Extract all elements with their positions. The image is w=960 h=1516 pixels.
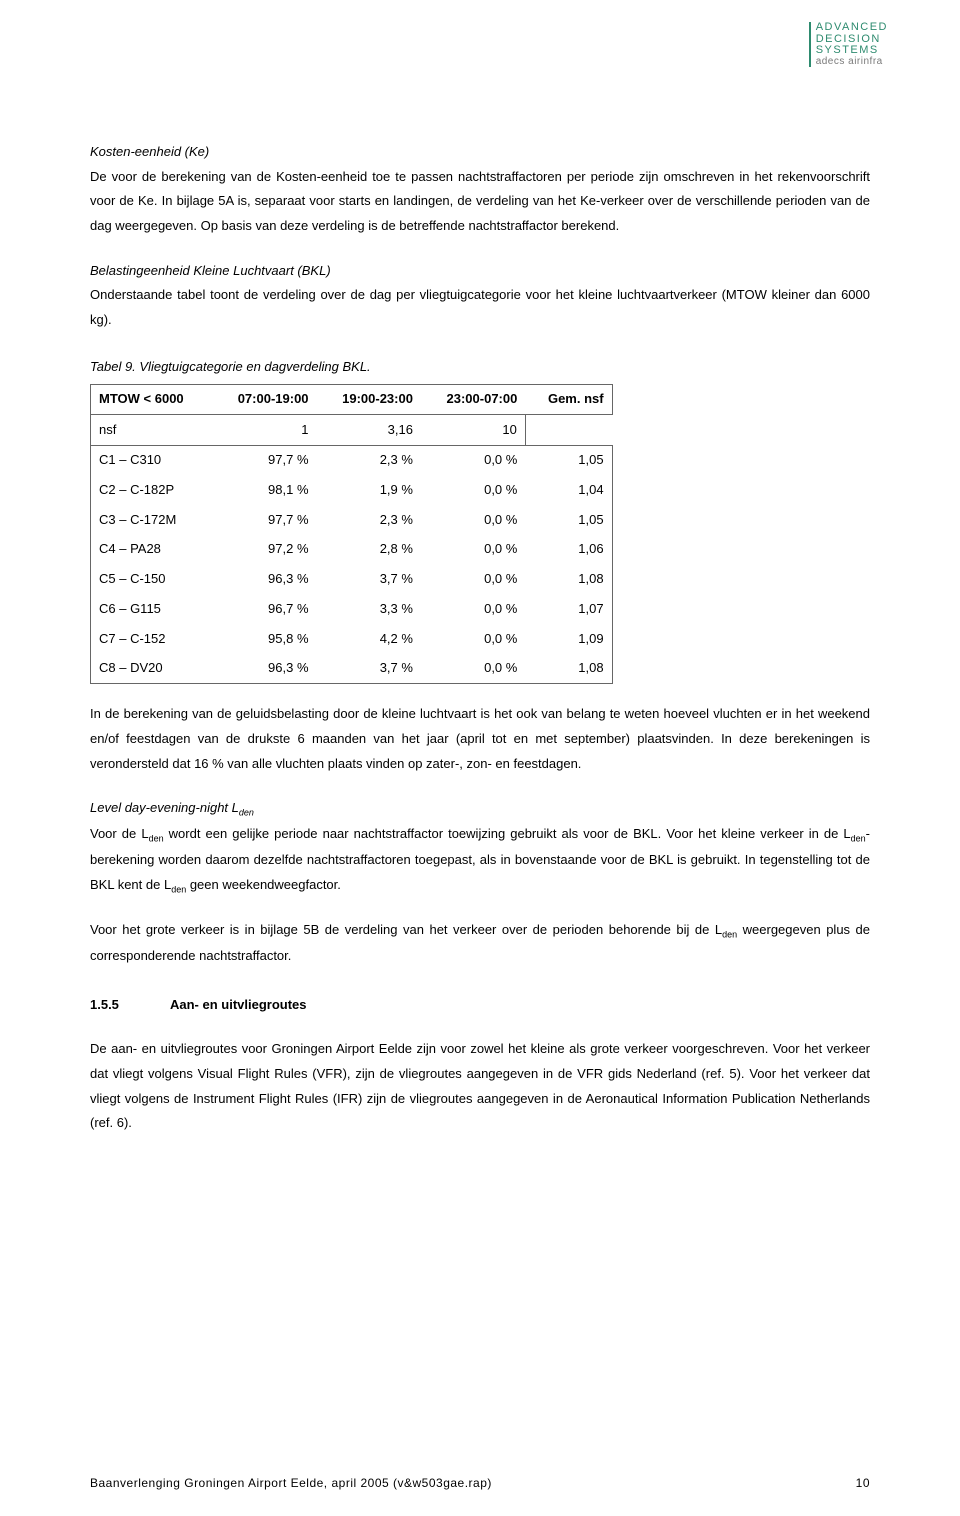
section-lden-para-2: Voor het grote verkeer is in bijlage 5B …	[90, 918, 870, 968]
document-body: Kosten-eenheid (Ke) De voor de berekenin…	[90, 140, 870, 1136]
table-row: C4 – PA2897,2 %2,8 %0,0 %1,06	[91, 535, 613, 565]
footer-left: Baanverlenging Groningen Airport Eelde, …	[90, 1476, 492, 1490]
post-table-para: In de berekening van de geluidsbelasting…	[90, 702, 870, 776]
table-row: C1 – C31097,7 %2,3 %0,0 %1,05	[91, 445, 613, 475]
cell: 1,05	[525, 445, 612, 475]
cell: 1,05	[525, 505, 612, 535]
cell: 1,06	[525, 535, 612, 565]
table-row: C2 – C-182P98,1 %1,9 %0,0 %1,04	[91, 476, 613, 506]
sub: den	[149, 834, 164, 844]
table-row: C6 – G11596,7 %3,3 %0,0 %1,07	[91, 594, 613, 624]
cell: 0,0 %	[421, 594, 525, 624]
cell: 96,7 %	[212, 594, 316, 624]
cell: C8 – DV20	[91, 654, 213, 684]
sub: den	[171, 884, 186, 894]
page-footer: Baanverlenging Groningen Airport Eelde, …	[90, 1476, 870, 1490]
logo-subtitle: adecs airinfra	[809, 57, 888, 68]
col-23-07: 23:00-07:00	[421, 384, 525, 415]
cell: 1,08	[525, 654, 612, 684]
cell: 0,0 %	[421, 535, 525, 565]
cell: 1,04	[525, 476, 612, 506]
sub: den	[722, 930, 737, 940]
cell: 96,3 %	[212, 654, 316, 684]
brand-logo: ADVANCED DECISION SYSTEMS adecs airinfra	[809, 22, 888, 67]
cell: 0,0 %	[421, 624, 525, 654]
cell: 97,7 %	[212, 505, 316, 535]
cell: 3,7 %	[317, 565, 421, 595]
section-155-heading: 1.5.5 Aan- en uitvliegroutes	[90, 993, 870, 1018]
nsf-2: 3,16	[317, 415, 421, 446]
cell: 97,7 %	[212, 445, 316, 475]
cell: 3,3 %	[317, 594, 421, 624]
sub: den	[851, 834, 866, 844]
logo-line-1: ADVANCED	[809, 22, 888, 34]
cell: 0,0 %	[421, 565, 525, 595]
section-bkl-title: Belastingeenheid Kleine Luchtvaart (BKL)	[90, 259, 870, 284]
section-number: 1.5.5	[90, 993, 170, 1018]
cell: 1,09	[525, 624, 612, 654]
cell: 1,08	[525, 565, 612, 595]
table-header-row: MTOW < 6000 07:00-19:00 19:00-23:00 23:0…	[91, 384, 613, 415]
cell: C4 – PA28	[91, 535, 213, 565]
cell: C5 – C-150	[91, 565, 213, 595]
t: Voor het grote verkeer is in bijlage 5B …	[90, 922, 722, 937]
cell: C1 – C310	[91, 445, 213, 475]
t: Voor de L	[90, 826, 149, 841]
lden-title-sub: den	[239, 808, 254, 818]
cell: 98,1 %	[212, 476, 316, 506]
section-155-para: De aan- en uitvliegroutes voor Groningen…	[90, 1037, 870, 1136]
table-row: C5 – C-15096,3 %3,7 %0,0 %1,08	[91, 565, 613, 595]
cell: 95,8 %	[212, 624, 316, 654]
nsf-blank	[525, 415, 612, 446]
table-caption: Tabel 9. Vliegtuigcategorie en dagverdel…	[90, 355, 870, 380]
cell: 3,7 %	[317, 654, 421, 684]
lden-title-text: Level day-evening-night L	[90, 800, 239, 815]
cell: 1,9 %	[317, 476, 421, 506]
table-row: C7 – C-15295,8 %4,2 %0,0 %1,09	[91, 624, 613, 654]
col-19-23: 19:00-23:00	[317, 384, 421, 415]
t: wordt een gelijke periode naar nachtstra…	[164, 826, 851, 841]
section-ke-title: Kosten-eenheid (Ke)	[90, 140, 870, 165]
section-bkl-para: Onderstaande tabel toont de verdeling ov…	[90, 283, 870, 332]
nsf-label: nsf	[91, 415, 213, 446]
cell: 0,0 %	[421, 445, 525, 475]
col-mtow: MTOW < 6000	[91, 384, 213, 415]
cell: 0,0 %	[421, 505, 525, 535]
table-row: C8 – DV2096,3 %3,7 %0,0 %1,08	[91, 654, 613, 684]
table-row: C3 – C-172M97,7 %2,3 %0,0 %1,05	[91, 505, 613, 535]
cell: 97,2 %	[212, 535, 316, 565]
section-lden-title: Level day-evening-night Lden	[90, 796, 870, 822]
cell: C7 – C-152	[91, 624, 213, 654]
cell: 2,3 %	[317, 505, 421, 535]
nsf-3: 10	[421, 415, 525, 446]
cell: C2 – C-182P	[91, 476, 213, 506]
section-lden-para-1: Voor de Lden wordt een gelijke periode n…	[90, 822, 870, 898]
cell: 2,8 %	[317, 535, 421, 565]
col-07-19: 07:00-19:00	[212, 384, 316, 415]
cell: 2,3 %	[317, 445, 421, 475]
table-nsf-row: nsf 1 3,16 10	[91, 415, 613, 446]
t: geen weekendweegfactor.	[186, 877, 341, 892]
section-title-text: Aan- en uitvliegroutes	[170, 993, 307, 1018]
table-body: C1 – C31097,7 %2,3 %0,0 %1,05 C2 – C-182…	[91, 445, 613, 684]
cell: 96,3 %	[212, 565, 316, 595]
cell: 4,2 %	[317, 624, 421, 654]
col-gem-nsf: Gem. nsf	[525, 384, 612, 415]
cell: 0,0 %	[421, 654, 525, 684]
cell: C6 – G115	[91, 594, 213, 624]
cell: C3 – C-172M	[91, 505, 213, 535]
cell: 1,07	[525, 594, 612, 624]
logo-line-3: SYSTEMS	[809, 45, 888, 57]
cell: 0,0 %	[421, 476, 525, 506]
page-number: 10	[856, 1476, 870, 1490]
page: ADVANCED DECISION SYSTEMS adecs airinfra…	[0, 0, 960, 1516]
section-ke-para: De voor de berekening van de Kosten-eenh…	[90, 165, 870, 239]
bkl-table: MTOW < 6000 07:00-19:00 19:00-23:00 23:0…	[90, 384, 613, 685]
nsf-1: 1	[212, 415, 316, 446]
